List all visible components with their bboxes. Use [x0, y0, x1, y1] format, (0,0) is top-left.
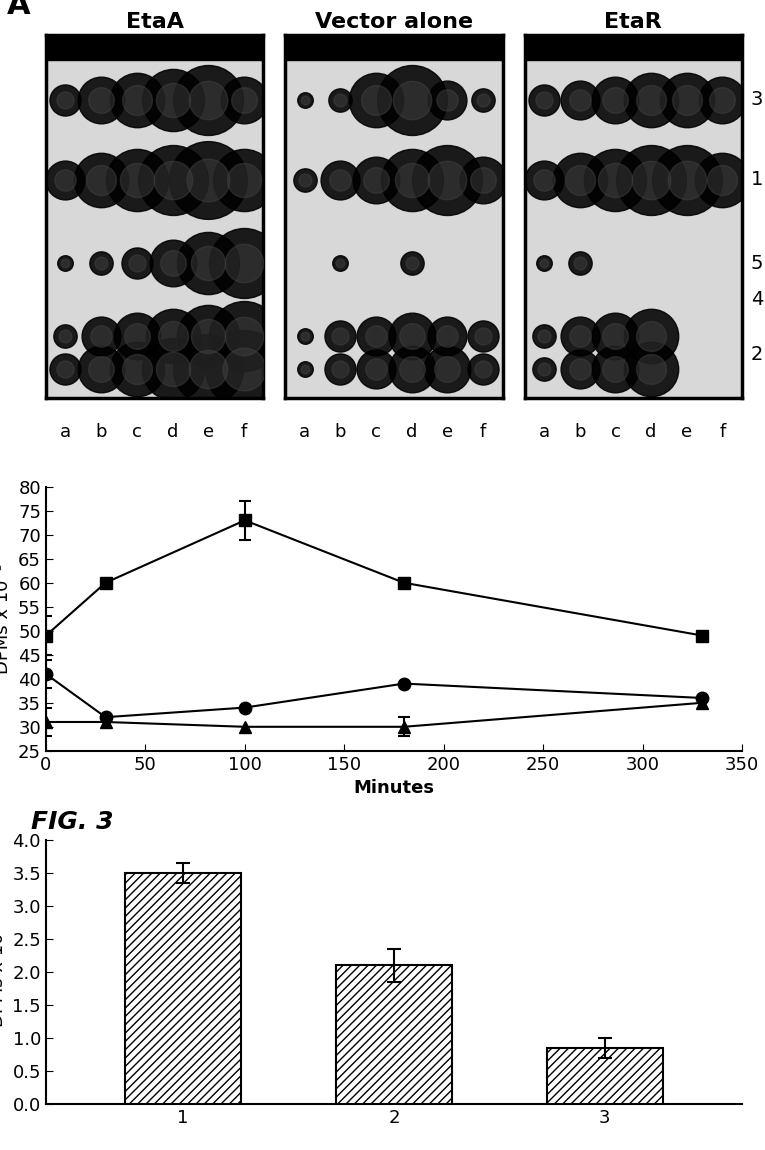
Text: a: a	[539, 423, 549, 440]
Text: FIG. 3: FIG. 3	[31, 811, 113, 834]
Text: e: e	[442, 423, 453, 440]
Title: EtaA: EtaA	[125, 12, 184, 31]
Bar	[285, 34, 503, 60]
X-axis label: Minutes: Minutes	[353, 780, 435, 797]
Text: f: f	[719, 423, 725, 440]
Text: 2: 2	[750, 345, 763, 363]
Title: EtaR: EtaR	[604, 12, 662, 31]
Text: b: b	[96, 423, 107, 440]
Text: d: d	[646, 423, 657, 440]
Text: e: e	[203, 423, 213, 440]
Text: e: e	[681, 423, 692, 440]
Text: 3: 3	[750, 91, 763, 109]
Text: a: a	[299, 423, 311, 440]
Bar	[125, 873, 241, 1104]
Bar	[525, 34, 742, 60]
Y-axis label: DPMs x 10⁻⁵: DPMs x 10⁻⁵	[0, 917, 7, 1027]
Text: d: d	[406, 423, 418, 440]
Text: f: f	[480, 423, 487, 440]
Y-axis label: DPMs x 10⁻⁵: DPMs x 10⁻⁵	[0, 564, 12, 674]
Text: b: b	[574, 423, 585, 440]
Text: c: c	[371, 423, 381, 440]
Text: c: c	[132, 423, 142, 440]
Text: f: f	[241, 423, 247, 440]
Text: 1: 1	[750, 170, 763, 190]
Text: 5: 5	[750, 254, 763, 273]
Text: 4: 4	[750, 290, 763, 309]
Text: a: a	[60, 423, 71, 440]
Title: Vector alone: Vector alone	[315, 12, 473, 31]
Bar	[46, 34, 263, 60]
Bar	[547, 1048, 663, 1104]
Text: b: b	[335, 423, 347, 440]
Text: c: c	[610, 423, 620, 440]
Text: d: d	[167, 423, 178, 440]
Bar	[336, 965, 452, 1104]
Text: A: A	[7, 0, 31, 20]
